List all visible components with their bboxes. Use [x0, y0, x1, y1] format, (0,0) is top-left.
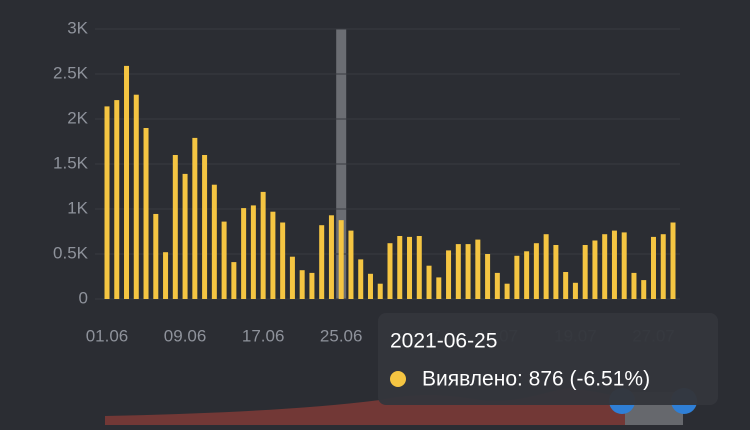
y-tick-label: 3K [67, 18, 88, 37]
bar [407, 236, 413, 299]
y-tick-label: 0.5K [53, 243, 89, 262]
bar [319, 225, 325, 299]
bar [124, 65, 130, 300]
bar [280, 222, 286, 299]
tooltip-date: 2021-06-25 [390, 330, 497, 353]
bar [563, 272, 569, 299]
y-tick-label: 1K [67, 198, 88, 217]
bar [348, 230, 354, 299]
bar [338, 220, 344, 299]
bar [104, 106, 110, 300]
bar [221, 221, 227, 299]
y-tick-label: 2K [67, 108, 88, 127]
bar [553, 245, 559, 299]
bar [514, 255, 520, 299]
tooltip-text: Виявлено: 876 (-6.51%) [422, 368, 650, 391]
tooltip-marker [390, 371, 406, 387]
bar [241, 208, 247, 299]
bar [182, 173, 188, 299]
bar [328, 215, 334, 299]
bar [397, 236, 403, 299]
bar [192, 137, 198, 299]
bar [641, 280, 647, 299]
bar [114, 100, 120, 299]
bar [358, 259, 364, 299]
bar [631, 272, 637, 299]
x-tick-label: 25.06 [320, 326, 363, 345]
bar [387, 243, 393, 299]
bar [592, 240, 598, 299]
bar [289, 256, 295, 299]
bar [504, 283, 510, 299]
bar [260, 191, 266, 299]
y-tick-label: 1.5K [53, 153, 89, 172]
bar [660, 234, 666, 299]
bar [494, 272, 500, 299]
bar [270, 211, 276, 299]
bar [231, 262, 237, 299]
bar [367, 273, 373, 299]
bar [309, 272, 315, 299]
bar [133, 94, 139, 299]
navigator-area [105, 388, 625, 425]
bar [602, 234, 608, 299]
bar [153, 213, 159, 299]
bar [416, 236, 422, 299]
x-tick-label: 01.06 [86, 326, 129, 345]
y-tick-label: 0 [79, 288, 88, 307]
bar [465, 244, 471, 299]
x-tick-label: 09.06 [164, 326, 207, 345]
y-tick-label: 2.5K [53, 63, 89, 82]
bar [533, 243, 539, 299]
bar [202, 155, 208, 299]
tooltip-box [378, 313, 718, 405]
bar [582, 245, 588, 299]
bar [163, 252, 169, 299]
x-tick-label: 17.06 [242, 326, 285, 345]
bar [650, 236, 656, 299]
bar [455, 244, 461, 299]
bar [621, 232, 627, 299]
bar [670, 222, 676, 299]
bar [611, 230, 617, 299]
bar [211, 184, 217, 299]
bar [250, 205, 256, 299]
bar [436, 277, 442, 299]
bar [475, 239, 481, 299]
bar [172, 155, 178, 299]
bar [143, 128, 149, 299]
bar [426, 265, 432, 299]
tooltip: 2021-06-25 Виявлено: 876 (-6.51%) [378, 313, 718, 405]
bar [524, 251, 530, 299]
bar [377, 283, 383, 299]
bar [572, 282, 578, 299]
bar [543, 234, 549, 299]
bar [299, 270, 305, 299]
bar [485, 254, 491, 299]
bar [446, 250, 452, 299]
